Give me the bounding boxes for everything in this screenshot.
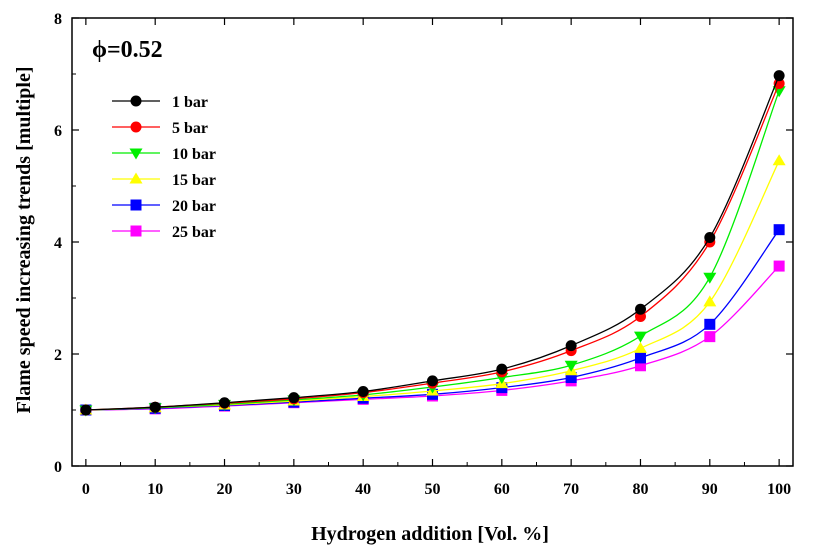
x-tick-label: 0 <box>82 481 90 498</box>
series-1-bar <box>80 70 785 416</box>
legend-marker <box>129 172 143 184</box>
y-tick-label: 0 <box>54 459 62 476</box>
y-tick-label: 6 <box>54 123 62 140</box>
y-axis-title: Flame speed increasing trends [multiple] <box>13 66 35 413</box>
data-point-20-bar <box>704 318 716 330</box>
data-point-1-bar <box>565 340 577 352</box>
data-point-15-bar <box>772 154 786 166</box>
data-point-1-bar <box>634 303 646 315</box>
data-point-1-bar <box>80 404 92 416</box>
axes: 0 10 20 30 40 50 60 70 80 90 100 0 2 4 6 8 <box>54 11 794 498</box>
x-tick-label: 40 <box>355 481 371 498</box>
legend-marker <box>129 148 143 160</box>
legend-label: 10 bar <box>172 146 216 163</box>
x-tick-label: 80 <box>632 481 648 498</box>
series-layer <box>79 70 786 417</box>
x-tick-label: 30 <box>286 481 302 498</box>
legend-marker <box>130 225 142 237</box>
data-point-1-bar <box>357 386 369 398</box>
legend-entry-5-bar: 5 bar <box>112 120 208 137</box>
data-point-1-bar <box>773 70 785 82</box>
x-tick-label: 20 <box>217 481 233 498</box>
data-point-10-bar <box>703 272 717 284</box>
legend-entry-20-bar: 20 bar <box>112 198 216 215</box>
legend: 1 bar 5 bar 10 bar 15 bar 20 bar 25 bar <box>112 94 216 241</box>
data-point-10-bar <box>564 360 578 372</box>
x-tick-label: 70 <box>563 481 579 498</box>
data-point-10-bar <box>633 331 647 343</box>
data-point-1-bar <box>496 363 508 375</box>
data-point-10-bar <box>772 86 786 98</box>
x-tick-label: 10 <box>147 481 163 498</box>
data-point-25-bar <box>773 260 785 272</box>
phi-annotation: ϕ=0.52 <box>92 37 163 63</box>
data-point-1-bar <box>288 392 300 404</box>
legend-label: 1 bar <box>172 94 208 111</box>
data-point-20-bar <box>634 352 646 364</box>
legend-entry-15-bar: 15 bar <box>112 172 216 189</box>
series-line-10-bar <box>85 90 780 411</box>
data-point-1-bar <box>704 232 716 244</box>
x-tick-label: 50 <box>425 481 441 498</box>
y-tick-label: 2 <box>54 347 62 364</box>
legend-marker <box>130 95 142 107</box>
data-point-15-bar <box>633 341 647 353</box>
legend-label: 5 bar <box>172 120 208 137</box>
data-point-25-bar <box>704 331 716 343</box>
legend-entry-25-bar: 25 bar <box>112 224 216 241</box>
data-point-1-bar <box>149 401 161 413</box>
x-tick-label: 60 <box>494 481 510 498</box>
x-tick-label: 100 <box>767 481 791 498</box>
data-point-1-bar <box>427 375 438 387</box>
y-tick-label: 4 <box>54 235 62 252</box>
legend-label: 15 bar <box>172 172 216 189</box>
x-tick-label: 90 <box>702 481 718 498</box>
legend-marker <box>130 199 142 211</box>
x-axis-title: Hydrogen addition [Vol. %] <box>311 523 549 545</box>
data-point-15-bar <box>703 295 717 307</box>
legend-label: 20 bar <box>172 198 216 215</box>
legend-entry-1-bar: 1 bar <box>112 94 208 111</box>
data-point-20-bar <box>565 372 577 384</box>
y-tick-label: 8 <box>54 11 62 28</box>
legend-label: 25 bar <box>172 224 216 241</box>
series-line-1-bar <box>85 75 780 411</box>
data-point-25-bar <box>634 360 646 372</box>
legend-entry-10-bar: 10 bar <box>112 146 216 163</box>
legend-marker <box>130 121 142 133</box>
data-point-20-bar <box>773 224 785 236</box>
data-point-1-bar <box>219 397 231 409</box>
